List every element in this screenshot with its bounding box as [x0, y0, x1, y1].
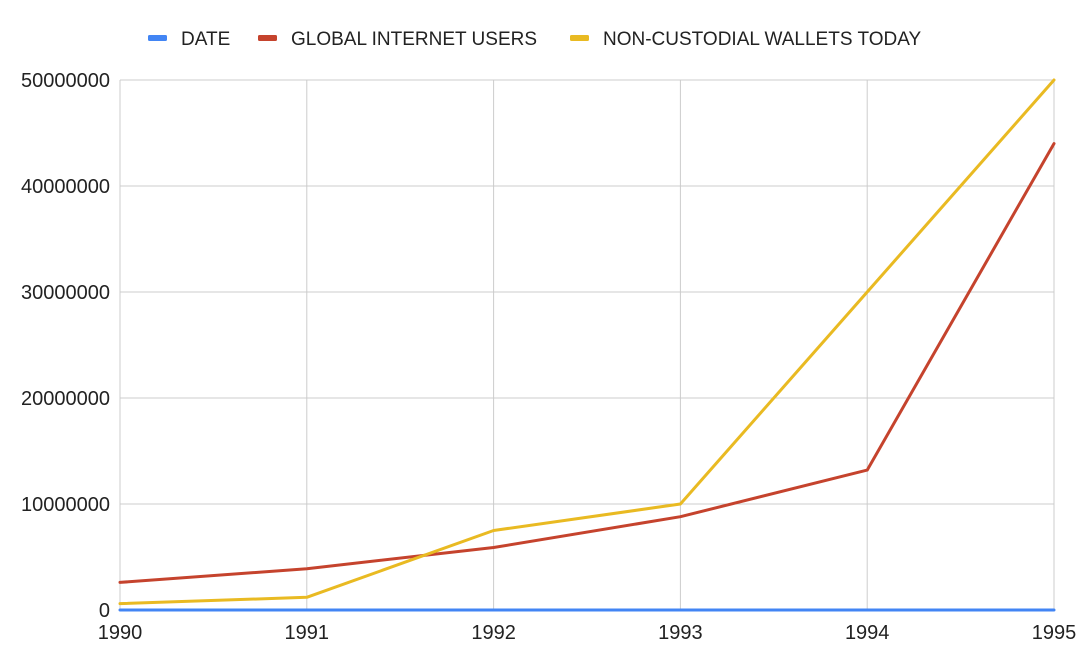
- x-tick-label: 1995: [1032, 622, 1077, 644]
- series-line-non-custodial-wallets-today: [118, 78, 1056, 606]
- series-group: [118, 78, 1056, 612]
- grid: [119, 79, 1055, 611]
- legend-label: NON-CUSTODIAL WALLETS TODAY: [603, 29, 921, 50]
- y-tick-label: 40000000: [21, 176, 110, 198]
- x-tick-label: 1993: [658, 622, 703, 644]
- legend-swatch: [258, 35, 277, 41]
- legend-label: DATE: [181, 29, 230, 50]
- legend-swatch: [570, 35, 589, 41]
- x-axis: 1990 1991 1992 1993 1994 1995: [98, 622, 1077, 644]
- x-tick-label: 1991: [285, 622, 330, 644]
- legend-label: GLOBAL INTERNET USERS: [291, 29, 537, 50]
- y-axis: 0 10000000 20000000 30000000 40000000 5000000…: [21, 70, 110, 622]
- y-tick-label: 50000000: [21, 70, 110, 92]
- x-tick-label: 1994: [845, 622, 890, 644]
- legend: DATE GLOBAL INTERNET USERS NON-CUSTODIAL W…: [148, 29, 921, 50]
- y-tick-label: 10000000: [21, 494, 110, 516]
- x-tick-label: 1992: [471, 622, 516, 644]
- series-line-global-internet-users: [118, 142, 1056, 584]
- x-tick-label: 1990: [98, 622, 143, 644]
- legend-swatch: [148, 35, 167, 41]
- y-tick-label: 20000000: [21, 388, 110, 410]
- y-tick-label: 30000000: [21, 282, 110, 304]
- y-tick-label: 0: [99, 600, 110, 622]
